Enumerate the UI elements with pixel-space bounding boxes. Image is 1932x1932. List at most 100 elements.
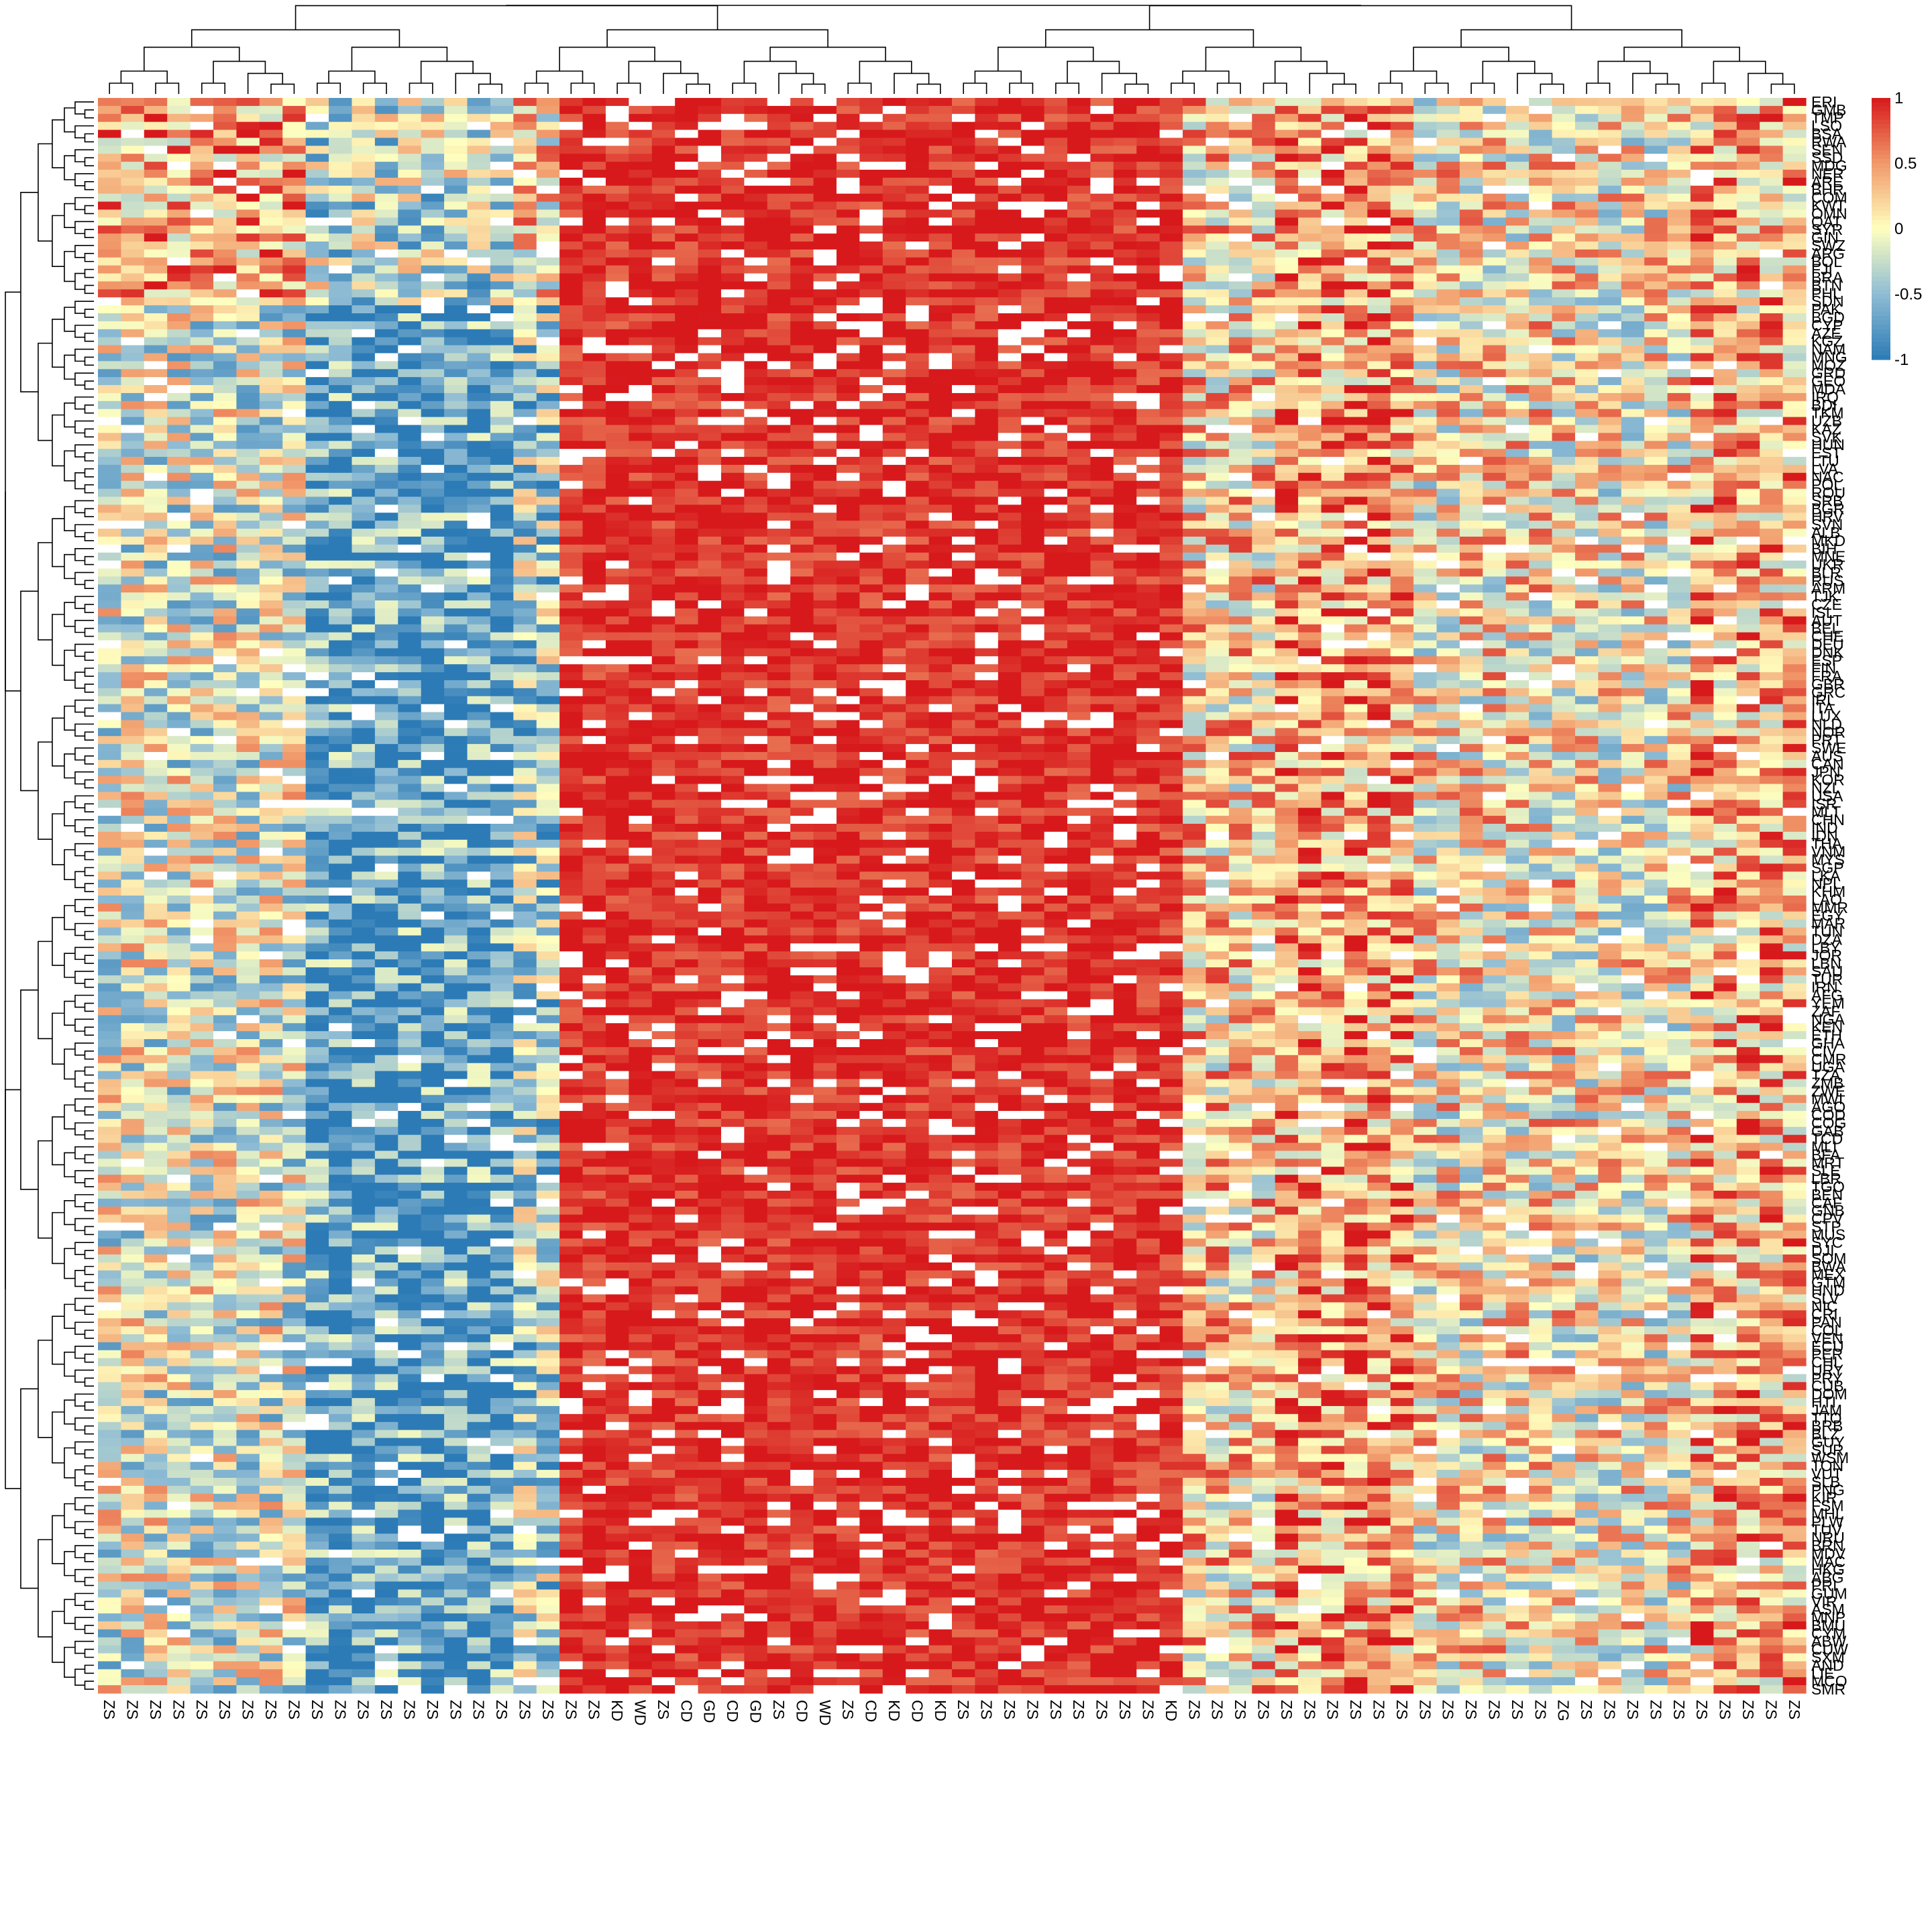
heatmap-cell xyxy=(1252,154,1276,162)
heatmap-cell xyxy=(975,281,999,290)
heatmap-cell xyxy=(629,592,653,601)
heatmap-cell xyxy=(1067,472,1091,482)
heatmap-cell xyxy=(582,400,606,410)
heatmap-cell xyxy=(675,113,699,123)
heatmap-cell xyxy=(1529,361,1553,370)
heatmap-cell xyxy=(720,233,745,242)
heatmap-cell xyxy=(1552,521,1576,529)
heatmap-cell xyxy=(1529,377,1553,386)
heatmap-cell xyxy=(213,544,237,553)
heatmap-cell xyxy=(305,217,329,226)
heatmap-cell xyxy=(1459,105,1483,115)
heatmap-cell xyxy=(1228,369,1252,378)
heatmap-cell xyxy=(720,600,745,609)
heatmap-cell xyxy=(1044,217,1068,226)
heatmap-cell xyxy=(1505,281,1529,290)
heatmap-cell xyxy=(1598,400,1622,410)
heatmap-cell xyxy=(1552,185,1576,195)
heatmap-cell xyxy=(998,377,1022,386)
heatmap-cell xyxy=(1159,185,1183,195)
heatmap-cell xyxy=(329,241,353,250)
heatmap-cell xyxy=(1044,281,1068,290)
dendrogram-branch xyxy=(84,452,94,462)
heatmap-cell xyxy=(1113,457,1137,466)
heatmap-cell xyxy=(259,472,283,482)
heatmap-cell xyxy=(744,529,768,537)
heatmap-cell xyxy=(1067,305,1091,314)
heatmap-cell xyxy=(1436,464,1460,474)
heatmap-cell xyxy=(1228,129,1252,139)
heatmap-cell xyxy=(1598,162,1622,170)
heatmap-cell xyxy=(398,146,422,154)
heatmap-cell xyxy=(1021,560,1045,570)
heatmap-cell xyxy=(720,313,745,322)
heatmap-cell xyxy=(1413,257,1438,266)
heatmap-cell xyxy=(1067,504,1091,513)
heatmap-cell xyxy=(1413,536,1438,545)
heatmap-cell xyxy=(98,544,122,553)
heatmap-cell xyxy=(1713,392,1737,402)
heatmap-cell xyxy=(559,146,584,154)
heatmap-cell xyxy=(790,353,814,362)
heatmap-cell xyxy=(605,185,629,195)
heatmap-cell xyxy=(675,129,699,139)
heatmap-cell xyxy=(1021,457,1045,466)
dendrogram-branch xyxy=(74,173,94,186)
heatmap-cell xyxy=(882,201,906,211)
heatmap-cell xyxy=(398,576,422,585)
heatmap-cell xyxy=(1344,457,1368,466)
dendrogram-branch xyxy=(74,795,94,809)
heatmap-cell xyxy=(1713,377,1737,386)
heatmap-cell xyxy=(329,464,353,474)
heatmap-cell xyxy=(1736,377,1760,386)
heatmap-cell xyxy=(1390,417,1414,426)
heatmap-cell xyxy=(1736,576,1760,585)
heatmap-cell xyxy=(167,345,191,354)
heatmap-cell xyxy=(352,113,376,123)
heatmap-cell xyxy=(1690,329,1714,338)
heatmap-cell xyxy=(1344,488,1368,498)
heatmap-cell xyxy=(859,121,883,131)
heatmap-cell xyxy=(1228,441,1252,449)
heatmap-cell xyxy=(1183,170,1207,178)
heatmap-cell xyxy=(213,521,237,529)
heatmap-cell xyxy=(1459,113,1483,123)
heatmap-cell xyxy=(1344,337,1368,346)
heatmap-cell xyxy=(1459,457,1483,466)
heatmap-cell xyxy=(352,257,376,266)
heatmap-cell xyxy=(144,225,168,234)
heatmap-cell xyxy=(444,113,468,123)
heatmap-cell xyxy=(720,329,745,338)
heatmap-cell xyxy=(444,177,468,186)
heatmap-cell xyxy=(1159,464,1183,474)
heatmap-cell xyxy=(975,369,999,378)
heatmap-cell xyxy=(1760,544,1784,553)
heatmap-cell xyxy=(998,568,1022,577)
heatmap-cell xyxy=(1090,105,1114,115)
heatmap-cell xyxy=(1390,536,1414,545)
heatmap-cell xyxy=(1621,193,1645,203)
heatmap-cell xyxy=(329,552,353,561)
heatmap-cell xyxy=(1205,113,1230,123)
heatmap-cell xyxy=(536,305,560,314)
heatmap-cell xyxy=(1321,146,1345,154)
dendrogram-branch xyxy=(84,1201,94,1212)
heatmap-cell xyxy=(536,576,560,585)
heatmap-cell xyxy=(675,385,699,394)
heatmap-cell xyxy=(906,441,930,449)
heatmap-cell xyxy=(1505,369,1529,378)
heatmap-cell xyxy=(352,369,376,378)
heatmap-cell xyxy=(1413,361,1438,370)
heatmap-cell xyxy=(1252,544,1276,553)
heatmap-cell xyxy=(582,592,606,601)
heatmap-cell xyxy=(398,552,422,561)
heatmap-cell xyxy=(1367,521,1391,529)
heatmap-cell xyxy=(421,457,445,466)
heatmap-cell xyxy=(167,337,191,346)
heatmap-cell xyxy=(744,121,768,131)
heatmap-cell xyxy=(675,193,699,203)
heatmap-cell xyxy=(1621,400,1645,410)
heatmap-cell xyxy=(1067,321,1091,330)
heatmap-cell xyxy=(282,361,307,370)
heatmap-cell xyxy=(1690,345,1714,354)
